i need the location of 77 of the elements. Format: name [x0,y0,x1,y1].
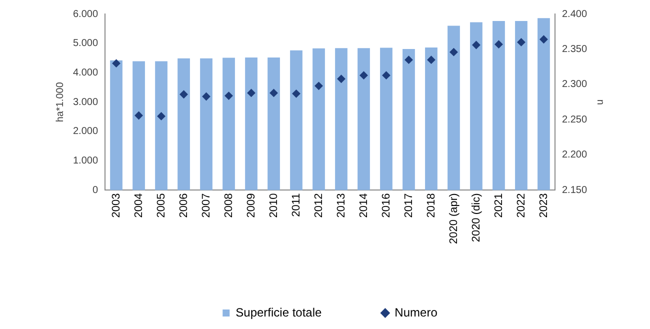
bar [110,60,122,190]
point [270,88,278,97]
y2-tick-label: 2.150 [562,185,588,196]
x-tick-label: 2007 [200,193,212,218]
x-tick-label: 2021 [492,193,505,218]
bar [245,57,258,190]
y-tick-label: 5.000 [72,38,98,50]
bar [380,48,392,190]
point [157,112,166,120]
bar [290,50,302,190]
bar [448,26,460,190]
bar [425,47,438,190]
point [292,90,300,98]
y2-tick-label: 2.250 [562,114,588,126]
y-tick-label: 3.000 [72,96,98,108]
x-tick-label: 2003 [110,193,122,218]
x-tick-label: 2009 [245,193,258,218]
bar [200,58,212,190]
x-tick-label: 2016 [380,193,392,218]
point [314,82,323,90]
point [112,59,120,68]
bar [515,21,528,190]
x-tick-label: 2004 [132,193,145,218]
x-tick-label: 2012 [312,193,325,218]
point [247,88,256,97]
bar [358,48,370,190]
y-tick-label: 4.000 [72,68,98,78]
y-axis-title: ha*1.000 [54,82,66,122]
y2-tick-label: 2.350 [562,44,588,55]
y2-tick-label: 2.400 [562,8,588,20]
y2-tick-label: 2.200 [562,150,588,161]
x-tick-label: 2006 [178,193,190,218]
point [472,41,480,50]
point [494,40,503,48]
y-tick-label: 2.000 [72,126,98,138]
x-tick-label: 2022 [515,193,528,218]
x-tick-label: 2005 [155,193,168,218]
x-tick-label: 2020 (apr) [448,193,460,244]
point [224,92,233,100]
x-tick-label: 2023 [538,193,550,218]
point [450,48,458,56]
y-tick-label: 6.000 [72,8,98,20]
bar [132,61,145,190]
point [540,35,548,44]
x-tick-label: 2013 [335,193,348,218]
bar [470,22,482,190]
x-tick-label: 2008 [222,193,235,218]
bar [178,58,190,190]
point [180,90,188,98]
bar [402,48,415,190]
y2-axis-title: n [594,99,606,105]
point [360,71,368,80]
legend-label: Numero [394,305,438,320]
x-tick-label: 2020 (dic) [470,193,482,242]
x-tick-label: 2011 [290,193,302,217]
point [404,56,413,64]
y-tick-label: 0 [92,185,98,196]
bar [222,58,235,190]
bar [268,57,280,190]
x-tick-label: 2018 [425,193,438,218]
point [517,38,526,46]
x-tick-label: 2017 [402,193,415,218]
bar [155,61,168,190]
y2-tick-label: 2.300 [562,79,588,90]
x-tick-label: 2014 [358,193,370,218]
point [337,74,346,83]
point [427,56,436,64]
bar [312,48,325,190]
bar [335,48,348,190]
bar [492,21,505,190]
bar [538,18,550,190]
point [382,71,390,80]
x-tick-label: 2010 [268,193,280,218]
point [202,92,210,100]
y-tick-label: 1.000 [72,156,98,167]
legend-label: Superficie totale [236,305,322,320]
point [134,112,143,120]
